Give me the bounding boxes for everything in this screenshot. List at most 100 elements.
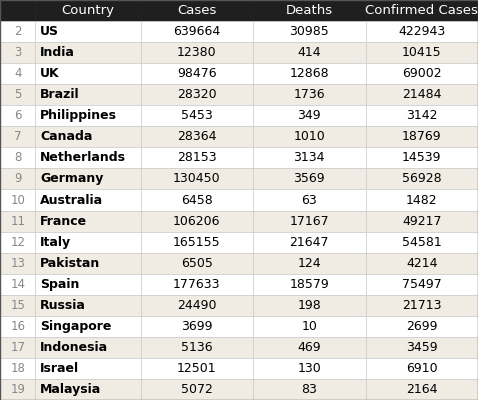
Text: 3: 3 bbox=[14, 46, 22, 59]
Text: 469: 469 bbox=[297, 341, 321, 354]
Text: 422943: 422943 bbox=[398, 25, 445, 38]
Text: 28153: 28153 bbox=[177, 151, 217, 164]
Bar bbox=[141, 274, 253, 295]
Bar bbox=[0, 337, 35, 358]
Bar bbox=[253, 337, 366, 358]
Text: 18: 18 bbox=[10, 362, 25, 375]
Bar bbox=[35, 84, 141, 105]
Text: 106206: 106206 bbox=[173, 214, 220, 228]
Bar bbox=[141, 0, 253, 21]
Bar bbox=[366, 42, 478, 63]
Bar bbox=[253, 379, 366, 400]
Text: 10: 10 bbox=[301, 320, 317, 333]
Text: 12501: 12501 bbox=[177, 362, 217, 375]
Bar bbox=[366, 84, 478, 105]
Text: 83: 83 bbox=[301, 383, 317, 396]
Text: 69002: 69002 bbox=[402, 67, 442, 80]
Text: 12: 12 bbox=[10, 236, 25, 249]
Bar bbox=[0, 379, 35, 400]
Bar bbox=[141, 63, 253, 84]
Text: 414: 414 bbox=[297, 46, 321, 59]
Text: 3142: 3142 bbox=[406, 109, 437, 122]
Bar bbox=[35, 253, 141, 274]
Text: Spain: Spain bbox=[40, 278, 80, 291]
Text: UK: UK bbox=[40, 67, 60, 80]
Text: 9: 9 bbox=[14, 172, 22, 186]
Bar bbox=[253, 63, 366, 84]
Bar bbox=[366, 232, 478, 253]
Text: Malaysia: Malaysia bbox=[40, 383, 102, 396]
Bar bbox=[253, 358, 366, 379]
Bar bbox=[366, 253, 478, 274]
Bar bbox=[0, 168, 35, 190]
Text: Deaths: Deaths bbox=[286, 4, 333, 17]
Text: 8: 8 bbox=[14, 151, 22, 164]
Bar bbox=[141, 21, 253, 42]
Bar bbox=[0, 84, 35, 105]
Bar bbox=[141, 147, 253, 168]
Text: 24490: 24490 bbox=[177, 299, 217, 312]
Bar bbox=[366, 337, 478, 358]
Text: 75497: 75497 bbox=[402, 278, 442, 291]
Text: Pakistan: Pakistan bbox=[40, 257, 101, 270]
Bar bbox=[35, 105, 141, 126]
Text: 5: 5 bbox=[14, 88, 22, 101]
Bar bbox=[141, 168, 253, 190]
Bar bbox=[0, 253, 35, 274]
Bar bbox=[366, 190, 478, 210]
Bar bbox=[0, 0, 35, 21]
Text: 639664: 639664 bbox=[173, 25, 220, 38]
Bar bbox=[253, 0, 366, 21]
Text: 10415: 10415 bbox=[402, 46, 442, 59]
Bar bbox=[253, 295, 366, 316]
Bar bbox=[253, 316, 366, 337]
Bar bbox=[141, 84, 253, 105]
Bar bbox=[35, 21, 141, 42]
Text: 18579: 18579 bbox=[289, 278, 329, 291]
Bar bbox=[141, 253, 253, 274]
Bar bbox=[0, 42, 35, 63]
Bar bbox=[253, 105, 366, 126]
Text: 12868: 12868 bbox=[290, 67, 329, 80]
Text: 30985: 30985 bbox=[289, 25, 329, 38]
Text: 18769: 18769 bbox=[402, 130, 442, 143]
Bar bbox=[35, 0, 141, 21]
Bar bbox=[0, 63, 35, 84]
Bar bbox=[35, 316, 141, 337]
Text: 10: 10 bbox=[10, 194, 25, 206]
Text: 63: 63 bbox=[302, 194, 317, 206]
Text: 6505: 6505 bbox=[181, 257, 213, 270]
Text: 28320: 28320 bbox=[177, 88, 217, 101]
Bar bbox=[366, 295, 478, 316]
Bar bbox=[366, 147, 478, 168]
Text: 5453: 5453 bbox=[181, 109, 213, 122]
Bar bbox=[35, 126, 141, 147]
Bar bbox=[253, 253, 366, 274]
Bar bbox=[366, 316, 478, 337]
Bar bbox=[0, 147, 35, 168]
Text: Netherlands: Netherlands bbox=[40, 151, 126, 164]
Bar bbox=[366, 105, 478, 126]
Text: 177633: 177633 bbox=[173, 278, 220, 291]
Text: 165155: 165155 bbox=[173, 236, 220, 249]
Bar bbox=[141, 210, 253, 232]
Bar bbox=[253, 232, 366, 253]
Text: 5136: 5136 bbox=[181, 341, 213, 354]
Bar bbox=[253, 126, 366, 147]
Bar bbox=[141, 379, 253, 400]
Text: 1482: 1482 bbox=[406, 194, 437, 206]
Text: 21713: 21713 bbox=[402, 299, 442, 312]
Bar bbox=[35, 232, 141, 253]
Bar bbox=[35, 63, 141, 84]
Bar bbox=[35, 147, 141, 168]
Text: 130: 130 bbox=[297, 362, 321, 375]
Text: 4: 4 bbox=[14, 67, 22, 80]
Text: 13: 13 bbox=[10, 257, 25, 270]
Bar bbox=[0, 316, 35, 337]
Bar bbox=[253, 274, 366, 295]
Bar bbox=[35, 379, 141, 400]
Text: Indonesia: Indonesia bbox=[40, 341, 109, 354]
Text: Israel: Israel bbox=[40, 362, 79, 375]
Text: 21484: 21484 bbox=[402, 88, 442, 101]
Text: Confirmed Cases: Confirmed Cases bbox=[365, 4, 478, 17]
